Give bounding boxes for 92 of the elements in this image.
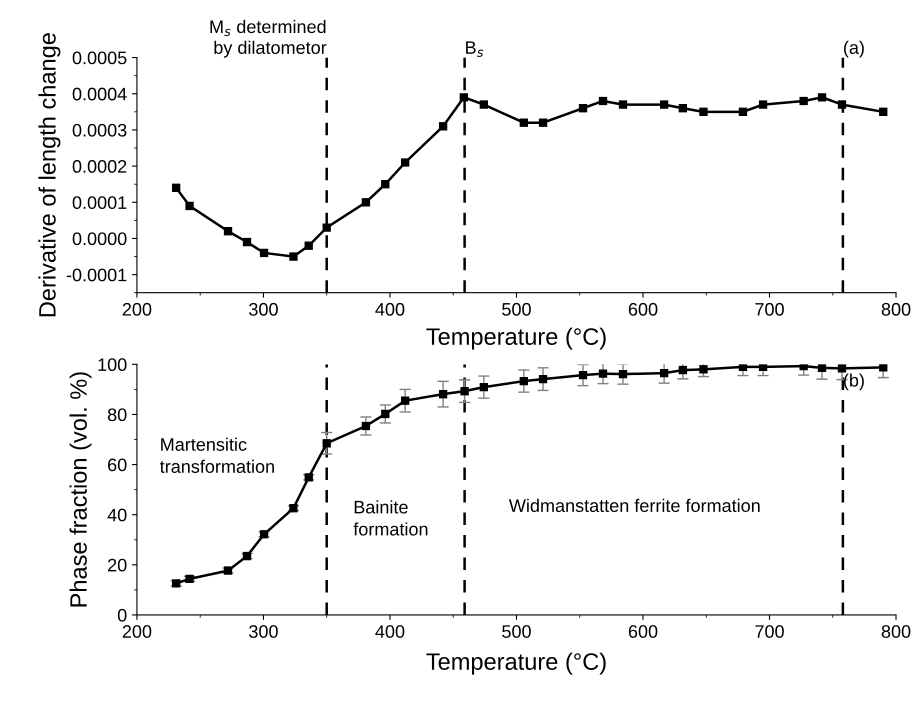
point <box>520 118 528 127</box>
annotation: Widmanstatten ferrite formation <box>508 498 760 512</box>
point <box>381 410 390 418</box>
x-tick-label: 700 <box>755 302 784 316</box>
point <box>758 364 768 372</box>
point <box>304 242 313 250</box>
y-axis-title: Derivative of length change <box>38 33 60 316</box>
point <box>618 370 628 378</box>
point <box>838 100 846 109</box>
point <box>304 473 313 482</box>
point <box>818 93 826 102</box>
point <box>578 370 588 380</box>
ref-line-label: B$_{s}$ <box>466 41 484 57</box>
y-tick-label: 0.0003 <box>72 124 126 137</box>
point <box>538 118 548 127</box>
point <box>818 364 826 372</box>
point <box>185 202 194 210</box>
point <box>362 198 370 206</box>
point <box>678 366 688 374</box>
x-tick-label: 500 <box>502 302 531 316</box>
point <box>660 368 668 378</box>
x-tick-label: 600 <box>628 625 658 638</box>
point <box>618 100 628 109</box>
point <box>172 184 180 192</box>
x-tick-label: 200 <box>122 302 152 316</box>
y-tick-label: -0.0001 <box>66 268 126 282</box>
x-tick-label: 400 <box>375 625 404 638</box>
point <box>578 104 588 112</box>
point <box>520 376 528 386</box>
y-axis-title: Phase fraction (vol. %) <box>70 372 92 606</box>
point <box>598 96 608 106</box>
point <box>460 386 469 396</box>
point <box>224 566 232 575</box>
ref-line-label: (a) <box>844 40 864 58</box>
point <box>598 369 608 378</box>
point <box>800 96 808 106</box>
point <box>538 374 548 384</box>
point <box>838 364 846 373</box>
point <box>660 100 668 109</box>
y-tick-label: 80 <box>108 408 127 422</box>
point <box>879 364 888 372</box>
point <box>381 180 390 188</box>
point <box>242 552 252 560</box>
y-tick-label: 0.0005 <box>72 52 126 64</box>
point <box>480 100 488 109</box>
x-tick-label: 800 <box>882 625 910 638</box>
y-tick-label: 100 <box>98 358 127 372</box>
x-tick-label: 700 <box>755 625 784 638</box>
point <box>678 104 688 112</box>
point <box>879 108 888 116</box>
point <box>242 238 252 246</box>
point <box>699 108 708 116</box>
point <box>699 365 708 374</box>
y-tick-label: 20 <box>108 558 127 572</box>
point <box>758 100 768 109</box>
point <box>438 390 448 398</box>
y-tick-label: 60 <box>108 458 127 472</box>
ref-line-label: M$_{s}$ determined by dilatometor <box>210 20 326 58</box>
y-tick-label: 0.0004 <box>72 88 127 100</box>
point <box>289 252 298 261</box>
point <box>289 504 298 512</box>
y-tick-label: 40 <box>108 508 127 522</box>
point <box>438 122 448 130</box>
y-tick-label: 0.0002 <box>72 160 126 173</box>
x-tick-label: 300 <box>249 625 278 638</box>
point <box>738 108 748 116</box>
annotation: Martensitic transformation <box>160 438 274 473</box>
x-tick-label: 300 <box>249 302 278 316</box>
point <box>260 530 268 538</box>
ref-line-label: (b) <box>844 373 864 390</box>
point <box>362 422 370 430</box>
point <box>738 364 748 372</box>
point <box>480 382 488 392</box>
point <box>400 396 410 405</box>
y-tick-label: 0 <box>118 608 127 622</box>
x-tick-label: 200 <box>122 625 152 638</box>
y-tick-label: 0.0000 <box>72 232 127 246</box>
annotation: Bainite formation <box>354 500 428 536</box>
point <box>322 223 331 232</box>
x-tick-label: 500 <box>502 625 531 638</box>
x-axis-title: Temperature (°C) <box>426 652 606 675</box>
point <box>224 227 232 236</box>
point <box>322 439 331 448</box>
x-tick-label: 400 <box>375 302 404 316</box>
x-tick-label: 800 <box>882 302 910 316</box>
x-tick-label: 600 <box>628 302 658 316</box>
x-axis-title: Temperature (°C) <box>426 328 606 350</box>
point <box>800 364 808 370</box>
point <box>260 248 268 258</box>
y-tick-label: 0.0001 <box>72 196 126 210</box>
point <box>460 93 468 102</box>
point <box>400 158 410 167</box>
